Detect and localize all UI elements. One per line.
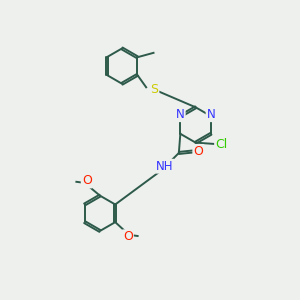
Text: O: O xyxy=(194,145,203,158)
Text: N: N xyxy=(207,108,215,121)
Text: NH: NH xyxy=(156,160,173,173)
Text: N: N xyxy=(176,108,185,121)
Text: O: O xyxy=(123,230,133,243)
Text: Cl: Cl xyxy=(215,138,227,151)
Text: O: O xyxy=(82,174,92,188)
Text: S: S xyxy=(150,83,158,96)
